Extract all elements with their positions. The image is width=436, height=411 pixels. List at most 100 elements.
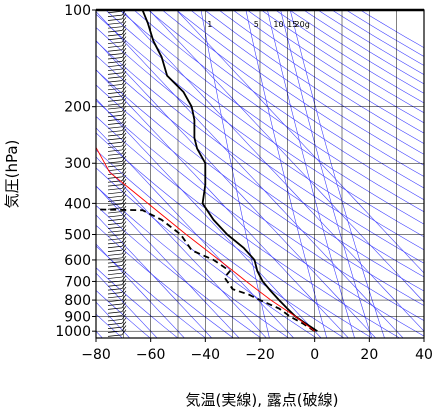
wind-barb-flag — [121, 259, 127, 266]
wind-barb-staff — [107, 307, 123, 310]
dry-adiabat-line — [96, 132, 373, 338]
wind-barb-staff — [107, 161, 123, 164]
wind-barb-flag — [121, 51, 127, 58]
wind-barb-flag — [121, 298, 127, 305]
x-tick-label: 0 — [310, 347, 319, 363]
dry-adiabat-line — [96, 185, 289, 338]
wind-barb-flag — [121, 175, 127, 181]
wind-barb-staff — [107, 295, 123, 299]
wind-barb-flag — [121, 98, 127, 104]
wind-barb-flag — [121, 213, 127, 220]
x-axis-title: 気温(実線), 露点(破線) — [186, 391, 339, 409]
isotherm-guide-line — [96, 272, 158, 338]
wind-barb-staff — [107, 72, 123, 75]
isotherm-guide-line — [96, 185, 240, 338]
wind-barb-flag — [121, 67, 127, 74]
wind-barb-staff — [107, 138, 123, 141]
wind-barb-flag — [121, 101, 127, 108]
wind-barb-staff — [107, 53, 123, 56]
wind-barb-staff — [107, 153, 123, 156]
isotherm-guide-line — [96, 98, 322, 338]
wind-barb-staff — [107, 30, 123, 33]
isotherm-guide-line — [96, 69, 349, 338]
wind-barb-flag — [121, 136, 127, 143]
wind-barb-flag — [121, 255, 127, 262]
wind-barb-flag — [121, 20, 127, 27]
dry-adiabat-line — [105, 10, 424, 238]
wind-barb-staff — [107, 60, 123, 64]
wind-barb-flag — [121, 302, 127, 309]
wind-barb-flag — [121, 263, 127, 270]
wind-barb-flag — [121, 329, 127, 336]
wind-barb-staff — [107, 280, 123, 283]
wind-barb-flag — [121, 225, 127, 232]
dry-adiabat-line — [261, 10, 424, 114]
wind-barb-staff — [107, 14, 123, 17]
wind-barb-staff — [107, 180, 123, 183]
wind-barb-staff — [107, 215, 123, 218]
wind-barb-staff — [107, 311, 123, 314]
isotherm-guide-line — [176, 10, 424, 274]
wind-barb-staff — [107, 188, 123, 191]
thermo-lines — [96, 10, 424, 338]
y-tick-label: 600 — [64, 253, 91, 269]
wind-barb-staff — [107, 269, 123, 272]
dry-adiabat-line — [96, 84, 424, 321]
wind-barb-flag — [121, 17, 127, 24]
y-tick-label: 200 — [64, 100, 91, 116]
mixing-ratio-label: 1 — [207, 20, 212, 29]
wind-barb-flag — [121, 159, 127, 166]
wind-barb-staff — [107, 84, 123, 87]
wind-barb-staff — [107, 164, 123, 168]
mixing-ratio-label: 10 — [273, 20, 283, 29]
wind-barb-staff — [107, 114, 123, 118]
wind-barb-flag — [121, 82, 127, 89]
y-tick-label: 900 — [64, 309, 91, 325]
wind-barb-flag — [121, 198, 127, 205]
wind-barb-staff — [107, 134, 123, 137]
wind-barb-staff — [107, 10, 123, 14]
wind-barb-flag — [121, 109, 127, 116]
dry-adiabat-line — [96, 245, 206, 338]
wind-barb-staff — [107, 76, 123, 79]
wind-barb-staff — [107, 130, 123, 133]
wind-barb-staff — [107, 49, 123, 52]
wind-barb-flag — [121, 28, 127, 35]
wind-barb-flag — [121, 202, 127, 208]
wind-barb-staff — [107, 315, 123, 318]
wind-barb-staff — [107, 288, 123, 291]
wind-barb-flag — [121, 236, 127, 243]
wind-barb-flag — [121, 163, 127, 170]
isotherm-guide-line — [148, 10, 424, 303]
wind-barb-flag — [121, 282, 127, 289]
dry-adiabat-line — [247, 10, 424, 124]
wind-barb-flag — [121, 240, 127, 247]
wind-barb-staff — [107, 172, 123, 175]
y-tick-label: 500 — [64, 228, 91, 244]
wind-barb-flag — [121, 290, 127, 297]
dry-adiabat-line — [360, 10, 424, 49]
wind-barb-staff — [107, 87, 123, 91]
wind-barb-staff — [107, 238, 123, 241]
wind-barb-flag — [121, 94, 127, 101]
dry-adiabat-line — [96, 167, 317, 338]
wind-barb-staff — [107, 299, 123, 303]
dry-adiabat-line — [96, 149, 345, 338]
wind-barb-staff — [107, 284, 123, 287]
dry-adiabat-line — [96, 55, 424, 292]
mixing-ratio-line — [267, 10, 355, 338]
wind-barbs — [107, 10, 127, 337]
wind-barb-flag — [121, 209, 127, 216]
wind-barb-staff — [107, 184, 123, 187]
wind-barb-staff — [107, 45, 123, 48]
wind-barb-staff — [107, 203, 123, 206]
wind-barb-staff — [107, 64, 123, 68]
wind-barb-flag — [121, 47, 127, 54]
wind-barb-flag — [121, 78, 127, 85]
wind-barb-staff — [107, 22, 123, 25]
wind-barb-staff — [107, 230, 123, 233]
wind-barb-staff — [107, 103, 123, 106]
wind-barb-flag — [121, 121, 127, 128]
wind-barb-staff — [107, 322, 123, 326]
wind-barb-flag — [121, 217, 127, 224]
